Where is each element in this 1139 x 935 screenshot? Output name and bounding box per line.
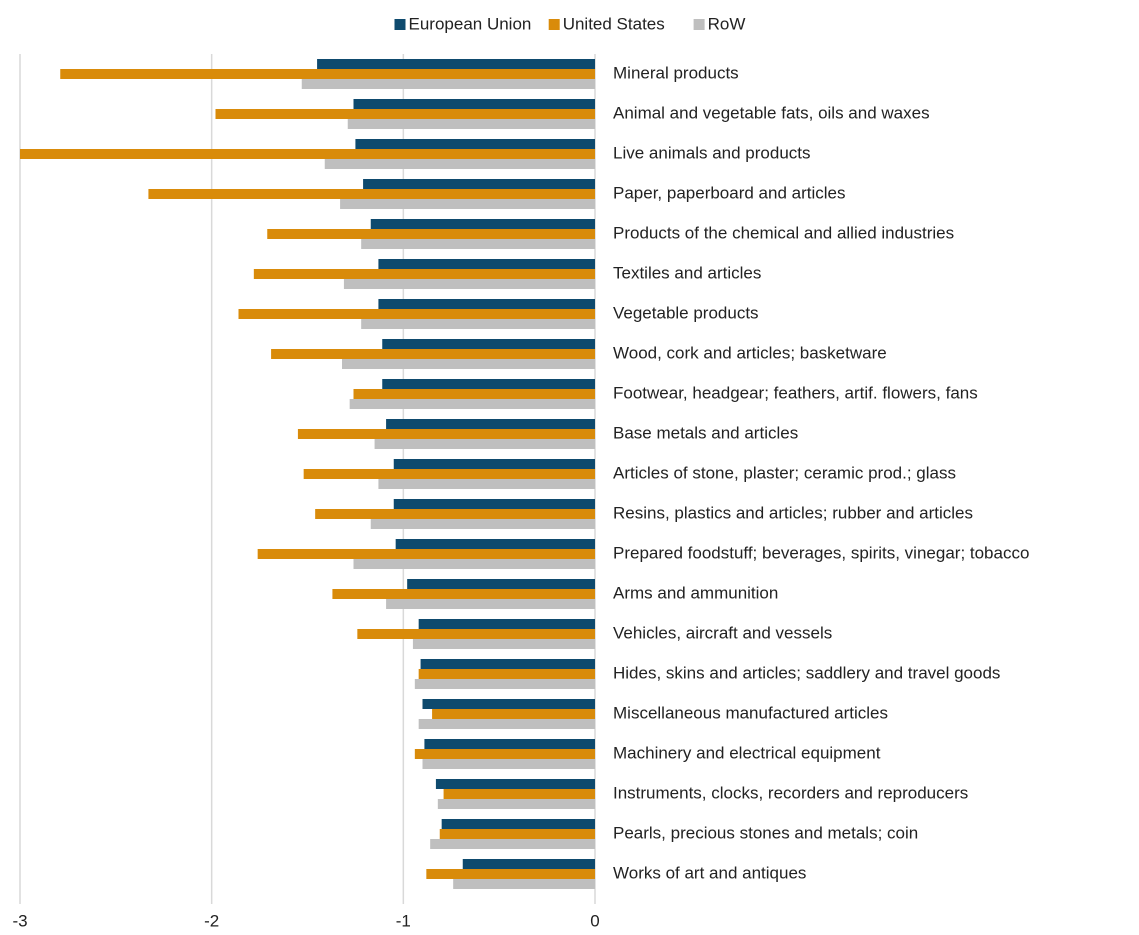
y-tick-label: Miscellaneous manufactured articles — [613, 703, 888, 722]
y-tick-label: Products of the chemical and allied indu… — [613, 223, 954, 242]
bar — [332, 589, 595, 599]
bar — [443, 789, 595, 799]
bar — [253, 269, 596, 279]
x-tick-label: 0 — [590, 911, 599, 930]
legend-swatch — [693, 19, 705, 30]
bar — [426, 869, 595, 879]
legend-label: United States — [563, 14, 665, 33]
bar — [407, 579, 595, 589]
bar — [418, 669, 595, 679]
bar — [315, 509, 595, 519]
bar — [353, 389, 595, 399]
legend-label: RoW — [708, 14, 746, 33]
x-tick-label: -1 — [396, 911, 411, 930]
bar — [303, 469, 595, 479]
y-tick-label: Live animals and products — [613, 143, 811, 162]
x-tick-label: -2 — [204, 911, 219, 930]
bar — [393, 459, 595, 469]
bar — [363, 179, 595, 189]
y-tick-label: Arms and ammunition — [613, 583, 778, 602]
bar — [412, 639, 595, 649]
bar — [437, 799, 595, 809]
bar — [386, 419, 595, 429]
bar — [378, 299, 595, 309]
bar — [349, 399, 595, 409]
y-tick-label: Footwear, headgear; feathers, artif. flo… — [613, 383, 978, 402]
bar — [20, 149, 595, 159]
bar — [353, 559, 595, 569]
bar — [370, 219, 595, 229]
bar — [355, 139, 595, 149]
legend-label: European Union — [409, 14, 532, 33]
bar — [378, 479, 595, 489]
bar — [424, 739, 595, 749]
y-tick-label: Instruments, clocks, recorders and repro… — [613, 783, 968, 802]
bar — [271, 349, 595, 359]
bar — [422, 699, 595, 709]
bar — [420, 659, 595, 669]
y-tick-label: Base metals and articles — [613, 423, 798, 442]
bar — [370, 519, 595, 529]
bar — [378, 259, 595, 269]
bar — [267, 229, 595, 239]
bar — [439, 829, 595, 839]
bar — [386, 599, 595, 609]
bar — [382, 339, 595, 349]
y-tick-label: Prepared foodstuff; beverages, spirits, … — [613, 543, 1029, 562]
bar — [60, 69, 595, 79]
y-tick-label: Textiles and articles — [613, 263, 761, 282]
y-tick-label: Vehicles, aircraft and vessels — [613, 623, 832, 642]
bar — [301, 79, 595, 89]
bar — [324, 159, 595, 169]
bar — [215, 109, 595, 119]
bar — [361, 319, 595, 329]
bar — [361, 239, 595, 249]
bar — [257, 549, 595, 559]
bar — [393, 499, 595, 509]
bar — [441, 819, 595, 829]
y-tick-label: Pearls, precious stones and metals; coin — [613, 823, 918, 842]
y-tick-label: Mineral products — [613, 63, 739, 82]
bar — [353, 99, 595, 109]
legend-swatch — [548, 19, 560, 30]
bar — [340, 199, 595, 209]
bar — [418, 619, 595, 629]
bar — [343, 279, 595, 289]
y-tick-label: Wood, cork and articles; basketware — [613, 343, 887, 362]
bar — [422, 759, 595, 769]
legend-swatch — [394, 19, 406, 30]
bar — [414, 679, 595, 689]
y-tick-label: Vegetable products — [613, 303, 759, 322]
bar — [342, 359, 595, 369]
bar — [317, 59, 595, 69]
x-tick-label: -3 — [12, 911, 27, 930]
bar — [462, 859, 595, 869]
y-tick-label: Resins, plastics and articles; rubber an… — [613, 503, 973, 522]
y-tick-label: Paper, paperboard and articles — [613, 183, 846, 202]
y-tick-label: Machinery and electrical equipment — [613, 743, 881, 762]
bar — [148, 189, 595, 199]
bar — [430, 839, 595, 849]
bar — [297, 429, 595, 439]
bar — [414, 749, 595, 759]
y-tick-label: Articles of stone, plaster; ceramic prod… — [613, 463, 956, 482]
bar — [357, 629, 595, 639]
bar — [374, 439, 595, 449]
y-tick-label: Hides, skins and articles; saddlery and … — [613, 663, 1000, 682]
bar — [395, 539, 595, 549]
bar — [418, 719, 595, 729]
y-tick-label: Works of art and antiques — [613, 863, 806, 882]
bar — [238, 309, 595, 319]
bar — [453, 879, 595, 889]
bar — [347, 119, 595, 129]
bar — [432, 709, 595, 719]
bar — [435, 779, 595, 789]
bar — [382, 379, 595, 389]
y-tick-label: Animal and vegetable fats, oils and waxe… — [613, 103, 930, 122]
